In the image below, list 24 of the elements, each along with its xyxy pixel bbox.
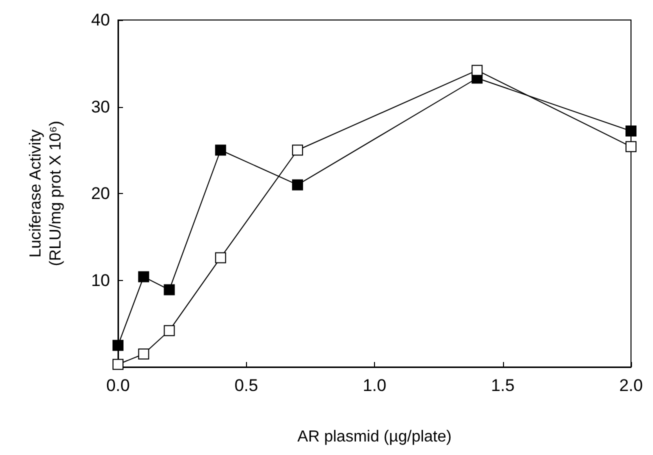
point (626, 126, 636, 137)
point (164, 325, 175, 336)
point (112, 340, 124, 351)
point (292, 179, 304, 190)
x-tick-label: 2.0 (619, 376, 643, 395)
x-tick-label: 1.0 (362, 376, 386, 395)
x-axis-title: AR plasmid (µg/plate) (297, 428, 452, 446)
point (626, 141, 636, 152)
x-tick-label: 0.5 (234, 376, 258, 395)
point (164, 284, 175, 296)
point (292, 144, 304, 156)
y-tick-label: 10 (91, 270, 110, 290)
point (112, 358, 124, 370)
point (138, 271, 150, 282)
y-axis-title: Luciferase Activity (RLU/mg prot X 10⁶) (28, 120, 64, 266)
point (215, 144, 226, 156)
point (138, 348, 150, 360)
y-tick-label: 40 (91, 10, 110, 30)
x-tick-label: 0.0 (106, 376, 130, 395)
y-tick-label: 30 (91, 97, 110, 116)
y-tick-label: 20 (91, 184, 110, 203)
x-tick-label: 1.5 (490, 376, 515, 395)
point (472, 64, 483, 76)
point (215, 252, 226, 264)
